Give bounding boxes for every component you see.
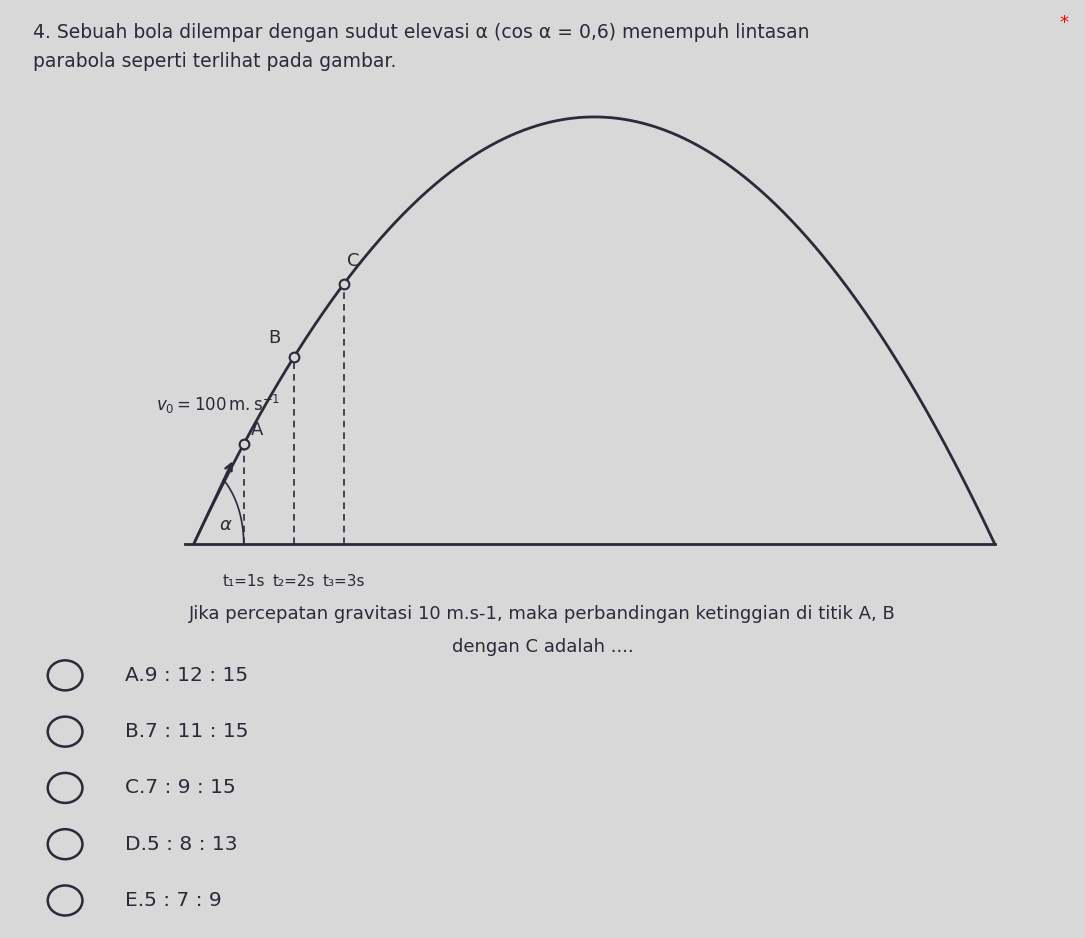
Text: dengan C adalah ....: dengan C adalah ....: [451, 638, 634, 656]
Text: B.7 : 11 : 15: B.7 : 11 : 15: [125, 722, 248, 741]
Text: *: *: [1060, 14, 1069, 32]
Text: B: B: [269, 328, 281, 347]
Text: parabola seperti terlihat pada gambar.: parabola seperti terlihat pada gambar.: [33, 52, 396, 70]
Text: $v_0=100\,\mathrm{m.s^{-1}}$: $v_0=100\,\mathrm{m.s^{-1}}$: [156, 392, 280, 416]
Text: A.9 : 12 : 15: A.9 : 12 : 15: [125, 666, 247, 685]
Text: t₂=2s: t₂=2s: [272, 573, 315, 588]
Text: t₃=3s: t₃=3s: [322, 573, 366, 588]
Text: A: A: [251, 421, 263, 439]
Text: Jika percepatan gravitasi 10 m.s-1, maka perbandingan ketinggian di titik A, B: Jika percepatan gravitasi 10 m.s-1, maka…: [189, 605, 896, 623]
Text: E.5 : 7 : 9: E.5 : 7 : 9: [125, 891, 221, 910]
Text: D.5 : 8 : 13: D.5 : 8 : 13: [125, 835, 238, 854]
Text: C.7 : 9 : 15: C.7 : 9 : 15: [125, 779, 235, 797]
Text: α: α: [219, 516, 231, 534]
Text: t₁=1s: t₁=1s: [222, 573, 265, 588]
Text: 4. Sebuah bola dilempar dengan sudut elevasi α (cos α = 0,6) menempuh lintasan: 4. Sebuah bola dilempar dengan sudut ele…: [33, 23, 809, 42]
Text: C: C: [347, 252, 360, 270]
